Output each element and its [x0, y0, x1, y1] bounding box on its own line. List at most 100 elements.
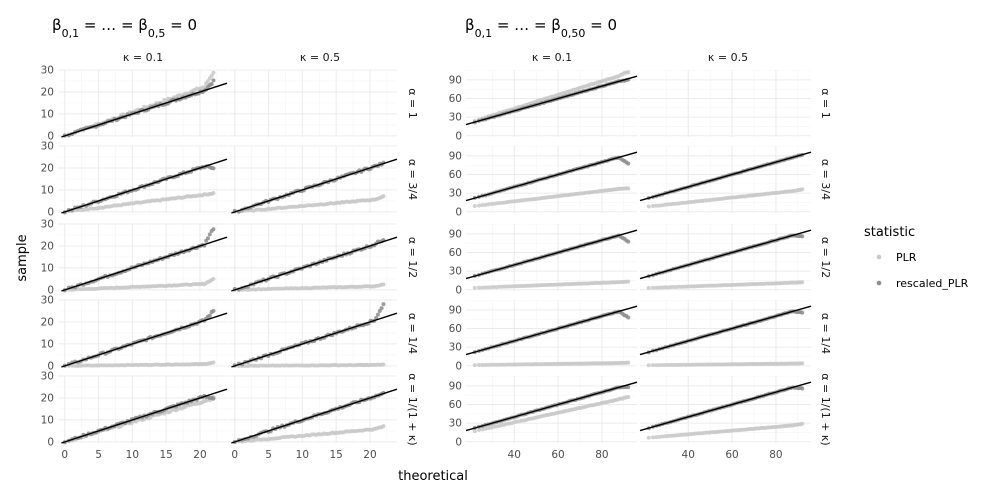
point — [626, 360, 631, 365]
series-plr — [232, 282, 386, 293]
point — [472, 429, 477, 434]
y-tick-label: 60 — [449, 323, 462, 335]
point — [70, 363, 75, 368]
series-rescaled-plr — [62, 164, 216, 215]
panel-g1-c2-r4 — [228, 299, 398, 369]
panel-g2-c1-r4: 0 30 60 90 — [449, 300, 638, 372]
panel-g2-c1-r5: 0 30 60 90 40 60 80 — [449, 376, 638, 461]
point — [650, 285, 655, 290]
x-tick-label: 40 — [682, 449, 695, 461]
y-tick-label: 90 — [449, 74, 462, 86]
point — [476, 362, 481, 367]
series-rescaled-plr — [232, 302, 386, 368]
point — [483, 362, 488, 367]
point — [657, 434, 662, 439]
legend-key-rescaled-plr — [876, 280, 882, 286]
point — [205, 236, 210, 241]
y-tick-label: 10 — [41, 184, 54, 196]
series-plr — [646, 187, 805, 209]
row-label-g2-r4: α = 1/4 — [819, 313, 832, 354]
y-tick-label: 30 — [449, 266, 462, 278]
point — [626, 186, 631, 191]
y-tick-label: 0 — [455, 130, 462, 142]
panel-g2-c2-r4 — [639, 300, 812, 368]
reference-line — [639, 229, 812, 280]
point — [211, 277, 216, 282]
reference-line — [639, 151, 812, 202]
y-tick-label: 10 — [41, 262, 54, 274]
point — [381, 302, 386, 307]
panel-g2-c2-r1 — [640, 70, 811, 137]
y-tick-label: 20 — [41, 162, 54, 174]
reference-line — [465, 229, 638, 280]
y-tick-label: 30 — [449, 112, 462, 124]
point — [800, 187, 805, 192]
y-tick-label: 30 — [41, 65, 54, 77]
series-plr — [472, 186, 631, 209]
point — [800, 421, 805, 426]
reference-line — [465, 305, 638, 356]
x-tick-label: 40 — [508, 449, 521, 461]
point — [211, 396, 216, 401]
panel-g2-c1-r2: 0 30 60 90 — [449, 146, 638, 218]
series-plr — [472, 395, 631, 434]
x-tick-label: 80 — [595, 449, 608, 461]
point — [646, 435, 651, 440]
point — [205, 79, 210, 84]
y-tick-label: 90 — [449, 380, 462, 392]
y-tick-label: 30 — [449, 418, 462, 430]
point — [476, 285, 481, 290]
reference-line — [465, 381, 638, 432]
point — [626, 315, 631, 320]
point — [654, 285, 659, 290]
series-plr — [62, 360, 216, 368]
panel-g1-c2-r2 — [228, 145, 398, 214]
x-tick-label: 60 — [725, 449, 738, 461]
row-labels: α = 1 α = 1 α = 3/4 α = 3/4 α = 1/2 α = 1/2 α … — [406, 88, 832, 445]
reference-line — [61, 388, 228, 444]
y-tick-label: 0 — [455, 206, 462, 218]
reference-line — [61, 158, 228, 214]
point — [480, 363, 485, 368]
point — [654, 203, 659, 208]
series-plr — [646, 280, 805, 290]
point — [646, 363, 651, 368]
point — [211, 70, 216, 75]
x-tick-label: 5 — [265, 449, 272, 461]
point — [476, 203, 481, 208]
legend-label-plr: PLR — [896, 251, 917, 264]
panel-g2-c1-r3: 0 30 60 90 — [449, 224, 638, 296]
point — [650, 204, 655, 209]
reference-line — [639, 381, 812, 432]
x-tick-label: 15 — [329, 449, 342, 461]
point — [626, 279, 631, 284]
point — [243, 364, 248, 369]
point — [800, 361, 805, 366]
x-tick-label: 0 — [61, 449, 68, 461]
group-1-title: β0,1 = … = β0,5 = 0 — [52, 16, 197, 40]
point — [654, 435, 659, 440]
series-plr — [62, 277, 216, 292]
point — [379, 306, 384, 311]
point — [476, 428, 481, 433]
point — [660, 362, 665, 367]
y-tick-label: 30 — [41, 219, 54, 231]
x-tick-label: 0 — [231, 449, 238, 461]
row-label-g1-r5: α = 1/(1 + κ) — [406, 373, 419, 445]
reference-line — [231, 312, 398, 368]
reference-line — [465, 75, 638, 126]
panel-g1-c1-r3: 0 10 20 30 — [41, 219, 228, 296]
y-tick-label: 60 — [449, 399, 462, 411]
point — [381, 194, 386, 199]
y-tick-label: 10 — [41, 108, 54, 120]
y-tick-label: 20 — [41, 392, 54, 404]
y-tick-label: 0 — [455, 360, 462, 372]
y-tick-label: 60 — [449, 169, 462, 181]
y-tick-label: 0 — [47, 436, 54, 448]
reference-line — [61, 82, 228, 138]
point — [480, 285, 485, 290]
point — [375, 312, 380, 317]
panel-g2-c1-r1: 0 30 60 90 — [449, 70, 638, 142]
y-tick-label: 90 — [449, 150, 462, 162]
